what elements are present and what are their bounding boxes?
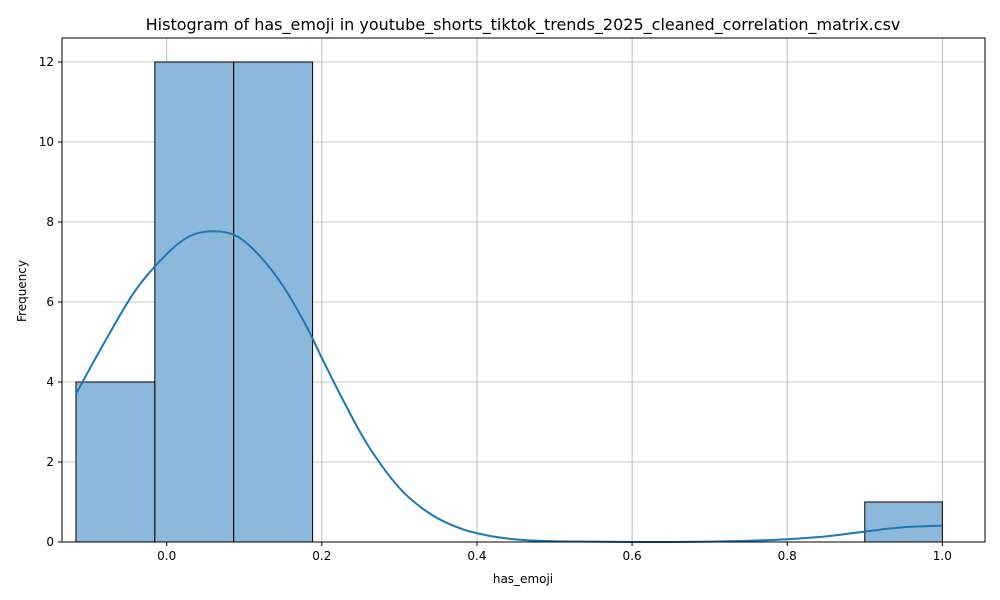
y-tick-label: 12 (39, 55, 54, 69)
histogram-bars (75, 61, 943, 543)
chart-title: Histogram of has_emoji in youtube_shorts… (146, 15, 901, 35)
y-tick-label: 0 (46, 535, 54, 549)
axes (58, 37, 986, 546)
y-tick-label: 10 (39, 135, 54, 149)
x-tick-label: 0.2 (312, 549, 331, 563)
x-tick-label: 1.0 (933, 549, 952, 563)
x-tick-label: 0.4 (467, 549, 486, 563)
histogram-bar (864, 501, 943, 543)
histogram-bar (233, 61, 314, 543)
x-tick-label: 0.6 (623, 549, 642, 563)
x-axis-label: has_emoji (493, 572, 553, 586)
histogram-bar (154, 61, 235, 543)
y-tick-label: 6 (46, 295, 54, 309)
y-tick-label: 2 (46, 455, 54, 469)
tick-labels: 0.0 0.2 0.4 0.6 0.8 1.0 0 2 4 6 8 10 12 (39, 55, 952, 563)
y-tick-label: 8 (46, 215, 54, 229)
y-axis-label: Frequency (15, 260, 29, 322)
kde-curve (75, 230, 943, 544)
x-tick-label: 0.0 (157, 549, 176, 563)
histogram-bar (75, 381, 156, 543)
plot-frame (61, 37, 986, 543)
x-tick-label: 0.8 (778, 549, 797, 563)
y-tick-label: 4 (46, 375, 54, 389)
